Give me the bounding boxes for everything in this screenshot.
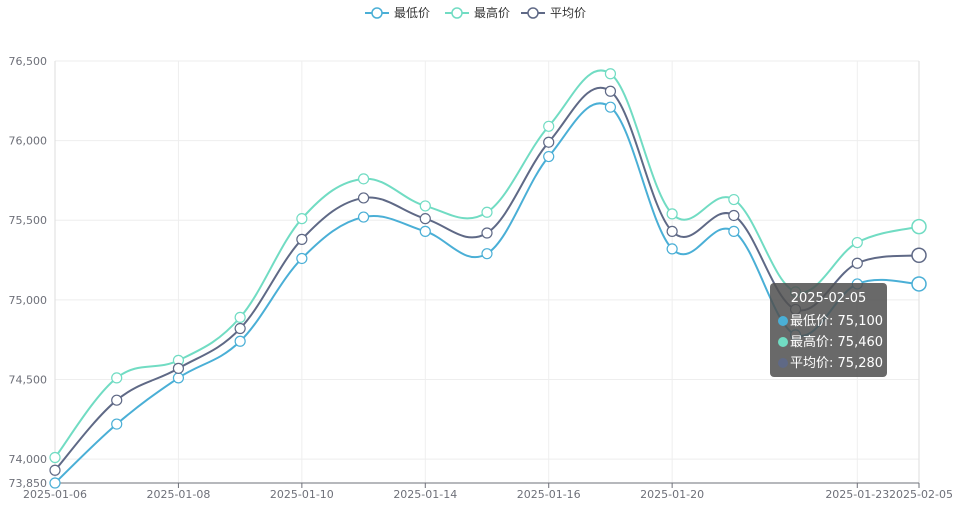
y-tick-label: 74,000	[9, 453, 48, 466]
grid-lines	[55, 60, 920, 483]
data-point-avg[interactable]	[604, 85, 617, 97]
data-point-avg[interactable]	[543, 136, 555, 148]
data-point-min[interactable]	[111, 418, 123, 430]
x-tick-label: 2025-01-14	[393, 488, 457, 501]
tooltip-date: 2025-02-05	[790, 291, 867, 306]
tooltip-series-value: 75,280	[837, 356, 884, 371]
legend-marker-icon	[527, 7, 539, 19]
x-tick-label: 2025-01-20	[640, 488, 704, 501]
data-point-max[interactable]	[911, 218, 927, 235]
y-tick-label: 76,500	[9, 55, 48, 68]
data-point-max[interactable]	[296, 213, 308, 225]
legend-marker-icon	[371, 7, 383, 19]
y-tick-label: 75,000	[9, 294, 48, 307]
x-tick-label: 2025-01-16	[517, 488, 581, 501]
x-tick-label: 2025-01-10	[270, 488, 334, 501]
data-point-min[interactable]	[49, 477, 61, 489]
data-point-min[interactable]	[666, 243, 678, 255]
tooltip-row-min: 最低价: 75,100	[778, 311, 887, 332]
tooltip: 2025-02-05 最低价: 75,100 最高价: 75,460 平均价: …	[770, 283, 887, 377]
legend[interactable]: 最低价 最高价 平均价	[365, 5, 586, 20]
data-point-avg[interactable]	[234, 322, 246, 335]
data-point-avg[interactable]	[666, 225, 678, 237]
data-point-max[interactable]	[851, 236, 863, 249]
data-point-min[interactable]	[481, 248, 493, 260]
legend-label: 最高价	[474, 5, 510, 20]
tooltip-series-value: 75,460	[837, 335, 884, 350]
x-tick-label: 2025-01-08	[146, 488, 210, 501]
tooltip-dot-icon	[778, 337, 788, 347]
data-point-min[interactable]	[911, 276, 927, 292]
data-point-min[interactable]	[234, 335, 246, 347]
data-point-avg[interactable]	[296, 233, 308, 245]
data-point-max[interactable]	[111, 372, 123, 384]
y-tick-label: 76,000	[9, 135, 48, 148]
data-point-max[interactable]	[728, 193, 740, 206]
series-line-max	[54, 69, 920, 459]
data-point-max[interactable]	[604, 68, 617, 80]
y-tick-label: 75,500	[9, 214, 48, 227]
legend-item-max[interactable]: 最高价	[445, 5, 510, 20]
data-point-avg[interactable]	[481, 227, 493, 239]
series-line-avg	[54, 86, 920, 471]
legend-label: 平均价	[550, 6, 586, 20]
axes: 73,850 74,000 74,500 75,000 75,500 76,000 76,5…	[9, 55, 953, 501]
data-point-min[interactable]	[543, 150, 555, 163]
legend-item-min[interactable]: 最低价	[365, 6, 430, 20]
data-point-avg[interactable]	[49, 464, 61, 476]
tooltip-row-avg: 平均价: 75,280	[778, 353, 887, 374]
data-point-min[interactable]	[357, 211, 370, 223]
tooltip-series-value: 75,100	[837, 314, 884, 329]
x-tick-label: 2025-02-05	[889, 488, 953, 501]
x-tick-label: 2025-01-06	[23, 488, 87, 501]
data-point-max[interactable]	[481, 206, 493, 218]
data-point-avg[interactable]	[172, 362, 185, 374]
data-point-max[interactable]	[666, 208, 678, 220]
tooltip-dot-icon	[778, 358, 788, 368]
data-point-max[interactable]	[419, 200, 431, 212]
data-point-max[interactable]	[357, 173, 370, 185]
tooltip-series-name: 最低价	[790, 314, 830, 329]
data-point-min[interactable]	[419, 225, 431, 237]
x-tick-label: 2025-01-23	[825, 488, 889, 501]
data-point-min[interactable]	[172, 372, 185, 384]
legend-label: 最低价	[394, 6, 430, 20]
tooltip-row-max: 最高价: 75,460	[778, 332, 887, 353]
data-point-avg[interactable]	[357, 192, 370, 204]
legend-marker-icon	[451, 7, 463, 19]
data-point-avg[interactable]	[111, 394, 123, 406]
data-point-max[interactable]	[49, 451, 61, 464]
y-tick-label: 74,500	[9, 373, 48, 386]
y-tick-label: 73,850	[9, 477, 48, 490]
data-point-max[interactable]	[234, 311, 246, 323]
data-point-max[interactable]	[543, 120, 555, 132]
data-point-avg[interactable]	[728, 209, 740, 222]
legend-item-avg[interactable]: 平均价	[521, 6, 586, 20]
data-point-min[interactable]	[604, 101, 617, 113]
tooltip-series-name: 最高价	[790, 335, 830, 350]
data-point-avg[interactable]	[419, 213, 431, 225]
data-point-min[interactable]	[728, 225, 740, 237]
series-points	[49, 68, 927, 489]
data-point-avg[interactable]	[851, 257, 863, 269]
data-point-avg[interactable]	[911, 247, 927, 264]
series-lines	[54, 69, 920, 484]
data-point-min[interactable]	[296, 252, 308, 265]
tooltip-dot-icon	[778, 316, 788, 326]
tooltip-series-name: 平均价	[790, 356, 830, 371]
